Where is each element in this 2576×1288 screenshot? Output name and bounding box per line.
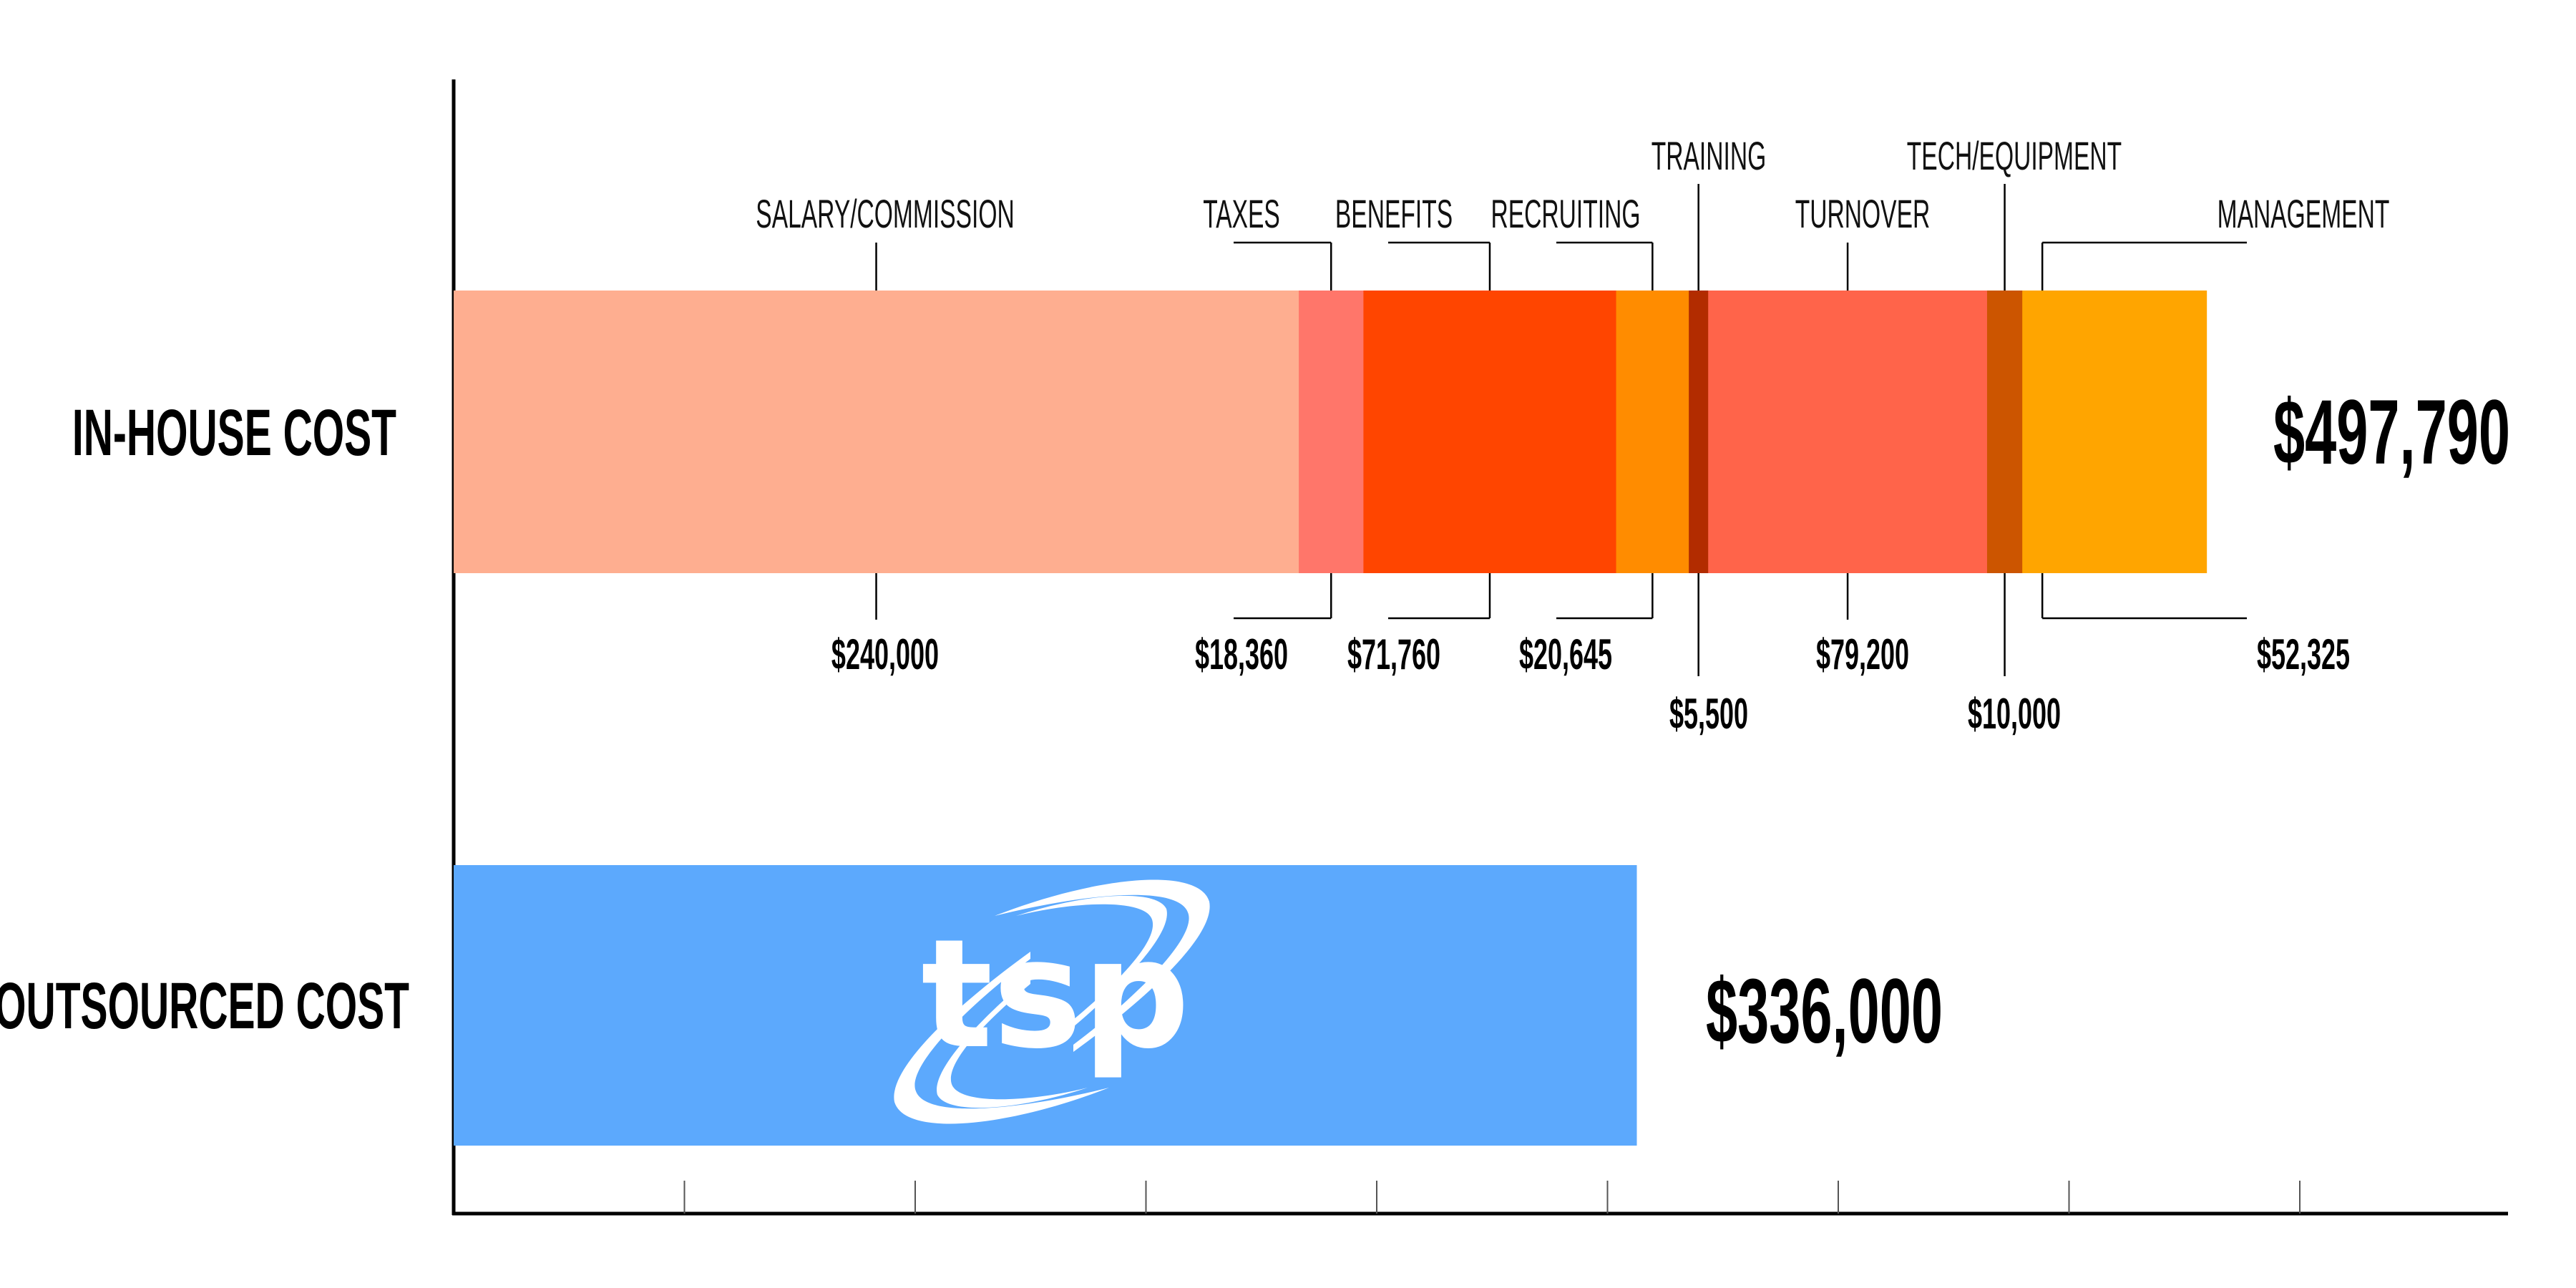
bar-segment-salary-commission xyxy=(454,291,1299,573)
bar-segment-recruiting xyxy=(1616,291,1689,573)
in-house-stacked-bar xyxy=(454,291,2207,573)
segment-label: TRAINING xyxy=(1652,133,1766,178)
in-house-total: $497,790 xyxy=(2273,381,2510,484)
segment-value-label: $5,500 xyxy=(1669,691,1748,738)
segment-label: BENEFITS xyxy=(1335,191,1453,236)
row-label-in-house: IN-HOUSE COST xyxy=(72,396,396,469)
segment-label: MANAGEMENT xyxy=(2218,191,2390,236)
tsp-logo: tsp xyxy=(894,879,1210,1124)
segment-label: RECRUITING xyxy=(1491,191,1641,236)
bar-segment-turnover xyxy=(1708,291,1988,573)
segment-value-label: $71,760 xyxy=(1347,631,1440,679)
segment-labels: SALARY/COMMISSION $240,000 TAXES $18,360 BEN… xyxy=(756,133,2389,738)
bar-segment-management xyxy=(2022,291,2207,573)
segment-leader-lines xyxy=(875,184,2247,676)
segment-value-label: $18,360 xyxy=(1195,631,1288,679)
segment-label: TURNOVER xyxy=(1795,191,1930,236)
segment-label: SALARY/COMMISSION xyxy=(756,191,1014,236)
segment-value-label: $240,000 xyxy=(831,631,939,679)
row-label-outsourced: OUTSOURCED COST xyxy=(0,970,409,1043)
segment-label: TAXES xyxy=(1203,191,1280,236)
segment-value-label: $79,200 xyxy=(1816,631,1909,679)
segment-label: TECH/EQUIPMENT xyxy=(1907,133,2122,178)
segment-value-label: $52,325 xyxy=(2257,631,2350,679)
bar-segment-training xyxy=(1689,291,1709,573)
tsp-logo-text: tsp xyxy=(921,907,1190,1082)
bar-segment-taxes xyxy=(1299,291,1364,573)
segment-value-label: $20,645 xyxy=(1519,631,1612,679)
outsourced-total: $336,000 xyxy=(1706,960,1943,1063)
segment-value-label: $10,000 xyxy=(1968,691,2061,738)
bar-segment-tech-equipment xyxy=(1986,291,2023,573)
bar-segment-benefits xyxy=(1363,291,1617,573)
